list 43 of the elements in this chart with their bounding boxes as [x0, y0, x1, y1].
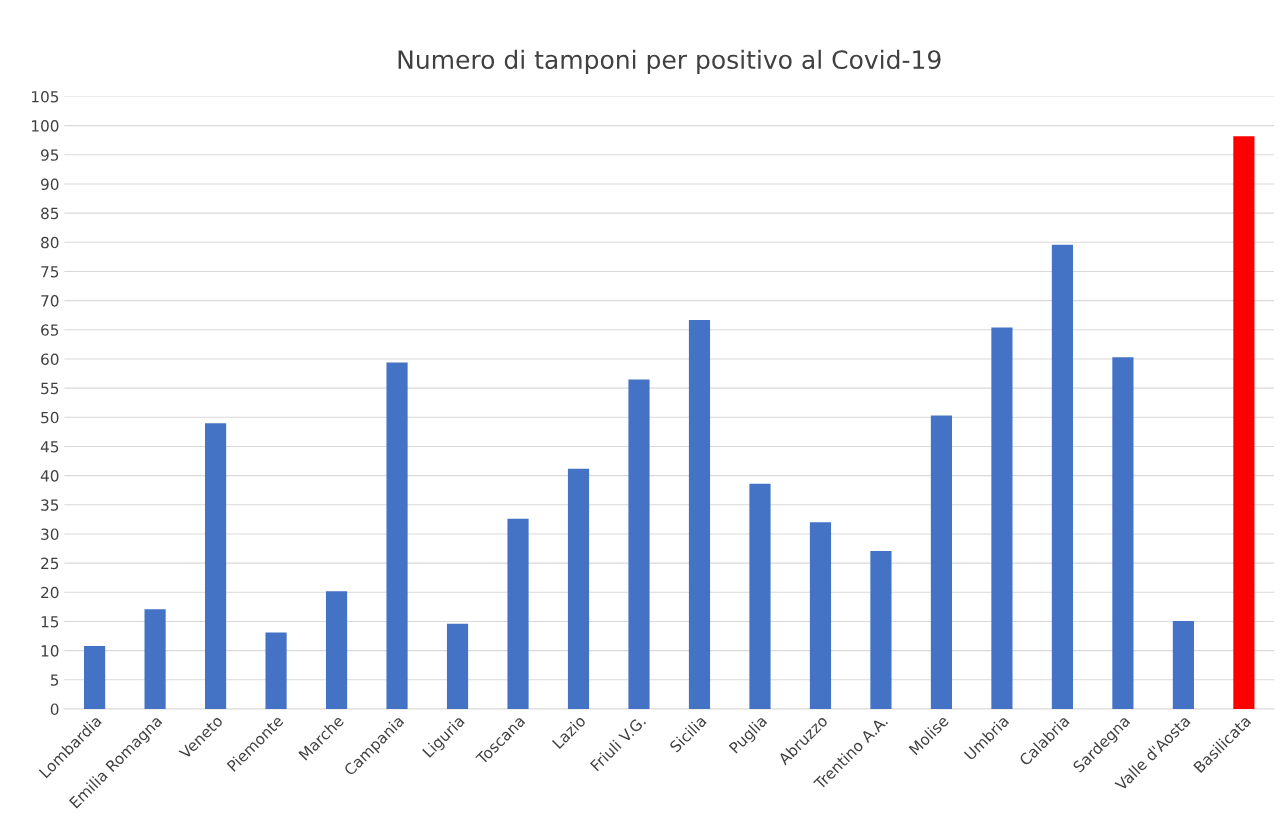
y-tick-label: 15 — [41, 616, 59, 628]
y-tick-label: 0 — [50, 703, 59, 715]
bar — [1172, 620, 1194, 709]
y-tick-label: 5 — [50, 674, 59, 686]
chart-title: Numero di tamponi per positivo al Covid-19 — [398, 49, 941, 74]
bar — [1233, 136, 1255, 709]
y-tick-label: 90 — [41, 178, 59, 190]
bar — [144, 609, 166, 709]
bar — [991, 327, 1013, 709]
y-tick-label: 25 — [41, 557, 59, 570]
y-tick-label: 35 — [41, 499, 59, 511]
y-tick-label: 85 — [41, 207, 59, 220]
y-tick-label: 50 — [41, 411, 59, 424]
y-tick-label: 20 — [41, 586, 59, 599]
bar — [749, 483, 771, 709]
bar — [265, 632, 287, 709]
y-tick-label: 75 — [41, 266, 59, 278]
bar — [1112, 357, 1134, 709]
y-tick-label: 100 — [32, 120, 59, 132]
bar — [809, 522, 832, 709]
bar — [688, 319, 711, 709]
bar — [567, 468, 590, 709]
y-tick-label: 55 — [41, 382, 59, 395]
bar — [870, 550, 892, 709]
bar — [325, 591, 348, 709]
y-tick-label: 45 — [40, 441, 59, 453]
y-tick-label: 10 — [41, 645, 59, 657]
y-tick-label: 65 — [41, 324, 59, 336]
y-tick-label: 80 — [41, 236, 59, 249]
bar — [204, 423, 227, 709]
bar — [628, 379, 650, 709]
bar — [507, 518, 529, 709]
y-tick-label: 95 — [41, 149, 59, 161]
y-tick-label: 60 — [41, 353, 59, 365]
y-tick-label: 70 — [41, 295, 59, 307]
bar — [930, 415, 953, 709]
bar — [1051, 244, 1073, 709]
y-tick-label: 30 — [41, 528, 59, 540]
y-tick-label: 105 — [32, 90, 59, 103]
bar — [84, 645, 106, 709]
y-tick-label: 40 — [40, 470, 59, 482]
bar — [446, 623, 469, 709]
bar — [386, 362, 408, 709]
